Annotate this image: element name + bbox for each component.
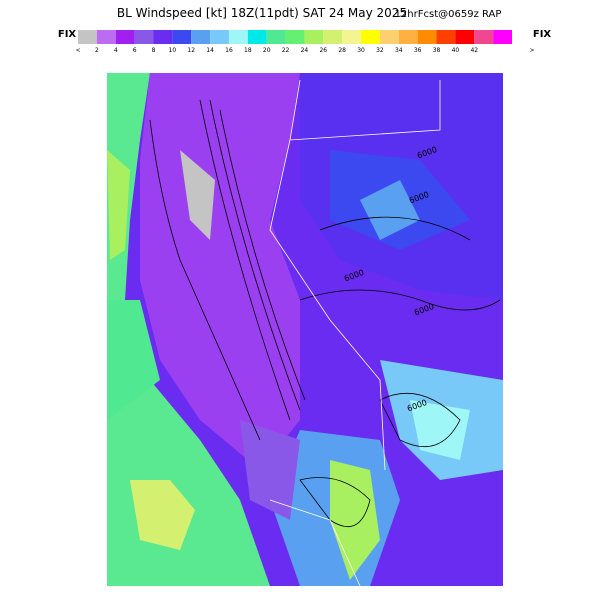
state-border <box>269 139 386 471</box>
colorbar-tick-label: 36 <box>414 47 422 54</box>
colorbar-tick-label: 20 <box>263 47 271 54</box>
colorbar-tick-label: > <box>529 47 534 54</box>
ocean-area <box>107 73 270 586</box>
colorbar-tick-label: 18 <box>244 47 252 54</box>
colorbar-tick-label: 6 <box>133 47 137 54</box>
ocean-area <box>107 300 160 420</box>
colorbar: <2 4 6 8 10 12 14 16 18 20 22 24 26 28 30 32 34 36 38 40 42 > <box>75 30 535 54</box>
colorbar-tick-label: 42 <box>470 47 478 54</box>
colorbar-swatch <box>304 30 324 44</box>
contour-line <box>199 99 291 421</box>
colorbar-swatch <box>96 30 116 44</box>
ocean-area <box>130 480 195 550</box>
colorbar-swatch <box>78 30 97 44</box>
colorbar-swatch <box>134 30 154 44</box>
colorbar-tick-label: 30 <box>357 47 365 54</box>
colorbar-tick-label: 40 <box>452 47 460 54</box>
colorbar-tick-label: 10 <box>169 47 177 54</box>
land-area <box>240 420 300 520</box>
colorbar-swatch <box>455 30 475 44</box>
contour-line <box>379 393 461 448</box>
colorbar-tick-label: 24 <box>301 47 309 54</box>
colorbar-swatch <box>323 30 343 44</box>
contour-line <box>149 119 261 441</box>
contour-line <box>299 477 371 528</box>
contour-line <box>219 109 306 401</box>
colorbar-swatch <box>474 30 494 44</box>
colorbar-swatch <box>285 30 305 44</box>
colorbar-tick-label: 38 <box>433 47 441 54</box>
colorbar-swatch <box>417 30 437 44</box>
title: BL Windspeed [kt] 18Z(11pdt) SAT 24 May … <box>117 6 407 20</box>
land-area <box>360 180 420 240</box>
colorbar-swatch <box>342 30 362 44</box>
colorbar-tick-label: 26 <box>319 47 327 54</box>
colorbar-tick-label: 12 <box>187 47 195 54</box>
colorbar-tick-label: 4 <box>114 47 118 54</box>
colorbar-swatch <box>379 30 399 44</box>
forecast-label: 12hrFcst@0659z RAP <box>395 9 502 20</box>
colorbar-swatch <box>153 30 173 44</box>
colorbar-swatch <box>493 30 512 44</box>
colorbar-swatch <box>228 30 248 44</box>
colorbar-tick-label: 2 <box>95 47 99 54</box>
colorbar-swatch <box>191 30 211 44</box>
fix-right[interactable]: FIX <box>533 29 552 40</box>
land-area <box>140 73 300 470</box>
land-area <box>180 150 215 240</box>
colorbar-swatch <box>436 30 456 44</box>
colorbar-tick-label: 22 <box>282 47 290 54</box>
ocean-area <box>107 150 130 260</box>
land-area <box>330 460 380 580</box>
colorbar-swatch <box>361 30 380 44</box>
fix-left[interactable]: FIX <box>58 29 77 40</box>
colorbar-tick-label: 34 <box>395 47 403 54</box>
contour-line <box>209 99 301 411</box>
state-border <box>269 499 361 587</box>
colorbar-swatch <box>210 30 229 44</box>
map <box>107 73 503 587</box>
colorbar-swatch <box>398 30 418 44</box>
colorbar-tick-label: 28 <box>338 47 346 54</box>
state-border <box>289 79 441 141</box>
colorbar-swatch <box>247 30 267 44</box>
contour-line <box>299 289 501 311</box>
colorbar-tick-label: 8 <box>152 47 156 54</box>
colorbar-swatch <box>172 30 192 44</box>
colorbar-tick-label: 32 <box>376 47 384 54</box>
contour-line <box>319 216 471 241</box>
colorbar-tick-label: 14 <box>206 47 214 54</box>
colorbar-swatch <box>115 30 135 44</box>
colorbar-swatch <box>266 30 286 44</box>
colorbar-tick-label: 16 <box>225 47 233 54</box>
colorbar-tick-label: < <box>75 47 80 54</box>
